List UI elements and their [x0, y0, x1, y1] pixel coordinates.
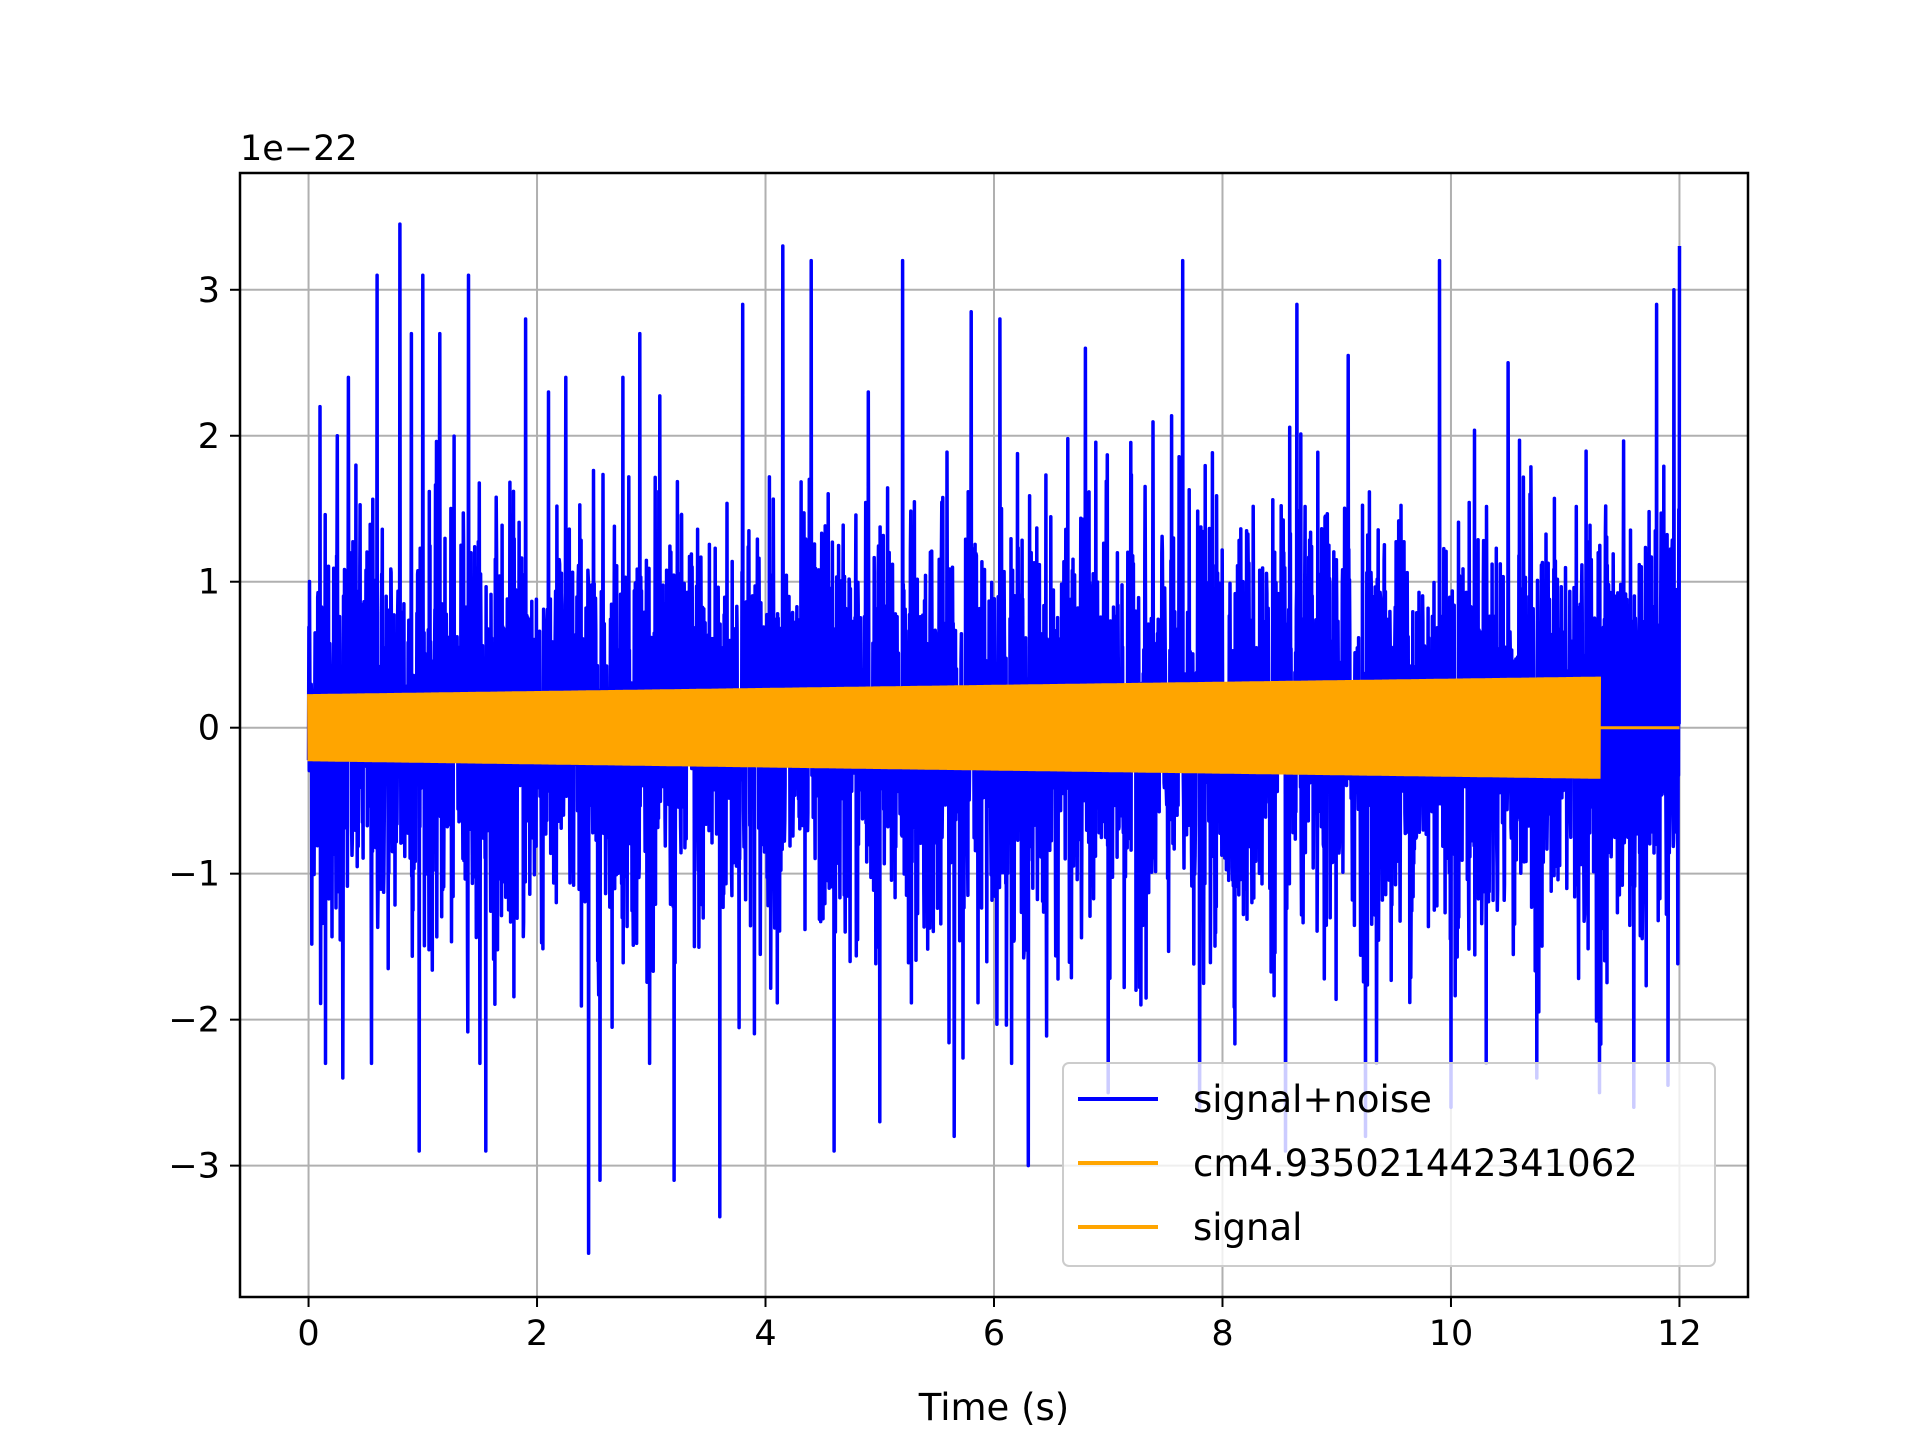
legend: signal+noise cm4.935021442341062 signal — [1062, 1062, 1716, 1267]
x-tick-label: 0 — [297, 1314, 319, 1354]
x-tick-label: 4 — [754, 1314, 776, 1354]
x-tick-label: 12 — [1657, 1314, 1702, 1354]
y-tick-label: 2 — [198, 417, 220, 457]
y-tick-label: 3 — [198, 271, 220, 311]
y-tick-label: 0 — [198, 709, 220, 749]
x-tick-label: 10 — [1429, 1314, 1474, 1354]
y-offset-label: 1e−22 — [240, 129, 358, 169]
y-tick-label: −3 — [168, 1147, 220, 1187]
y-tick-label: 1 — [198, 563, 220, 603]
series-signal-line — [307, 676, 1680, 779]
x-axis-label: Time (s) — [918, 1386, 1069, 1429]
legend-box — [1062, 1062, 1716, 1267]
y-tick-label: −2 — [168, 1001, 220, 1041]
legend-label: signal — [1193, 1206, 1302, 1249]
x-tick-label: 2 — [526, 1314, 548, 1354]
x-tick-label: 6 — [983, 1314, 1005, 1354]
legend-label: cm4.935021442341062 — [1193, 1142, 1638, 1185]
legend-label: signal+noise — [1193, 1078, 1432, 1121]
y-tick-label: −1 — [168, 855, 220, 895]
x-tick-label: 8 — [1211, 1314, 1233, 1354]
